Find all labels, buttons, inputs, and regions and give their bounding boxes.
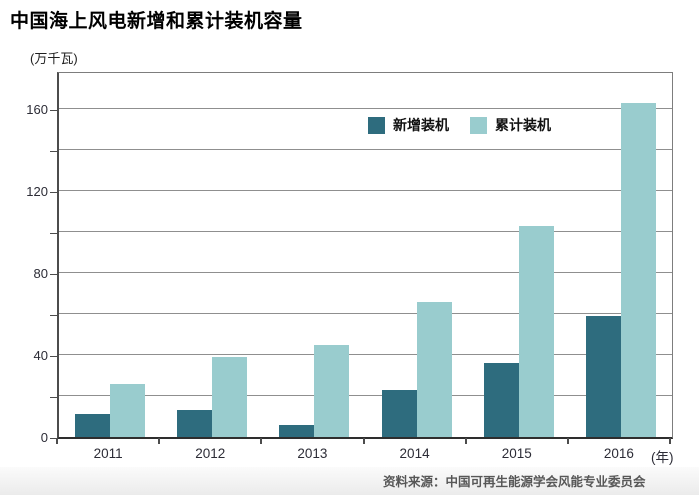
gridline-160 — [59, 108, 672, 109]
x-tick-label-2016: 2016 — [603, 446, 634, 461]
bar-new-installed-2012 — [177, 410, 213, 437]
x-tick-label-2013: 2013 — [297, 446, 328, 461]
y-tick-label-160: 160 — [26, 102, 48, 117]
gridline-140 — [59, 149, 672, 150]
legend-swatch-new-installed — [368, 116, 385, 134]
x-tick-label-2014: 2014 — [399, 446, 430, 461]
x-tick-label-2012: 2012 — [195, 446, 226, 461]
y-tick-60 — [50, 315, 57, 316]
legend-label-cumulative-installed: 累计装机 — [495, 117, 551, 133]
y-tick-120 — [50, 192, 57, 193]
y-tick-20 — [50, 397, 57, 398]
x-tick-0 — [56, 438, 58, 444]
legend-swatch-cumulative-installed — [470, 116, 487, 134]
x-tick-2 — [260, 438, 263, 444]
y-tick-0 — [50, 438, 57, 439]
y-tick-160 — [50, 110, 57, 111]
source-footer: 资料来源：中国可再生能源学会风能专业委员会 — [0, 467, 699, 495]
y-tick-80 — [50, 274, 57, 275]
legend-label-new-installed: 新增装机 — [393, 117, 449, 133]
gridline-60 — [59, 313, 672, 314]
y-axis-unit-label: (万千瓦) — [30, 51, 78, 66]
source-note: 资料来源：中国可再生能源学会风能专业委员会 — [383, 475, 646, 489]
x-tick-6 — [669, 438, 671, 444]
x-tick-1 — [158, 438, 161, 444]
gridline-80 — [59, 272, 672, 273]
bar-new-installed-2013 — [279, 424, 315, 437]
bar-cumulative-installed-2012 — [212, 357, 248, 437]
bar-new-installed-2016 — [585, 316, 621, 437]
y-tick-label-40: 40 — [33, 348, 48, 363]
bar-cumulative-installed-2013 — [314, 344, 350, 437]
bar-cumulative-installed-2015 — [518, 225, 554, 437]
bar-new-installed-2014 — [381, 389, 417, 437]
bar-cumulative-installed-2014 — [416, 301, 452, 437]
plot-area: 新增装机 累计装机 — [57, 72, 673, 439]
gridline-20 — [59, 395, 672, 396]
gridline-100 — [59, 231, 672, 232]
x-tick-5 — [566, 438, 569, 444]
chart-legend: 新增装机 累计装机 — [368, 116, 551, 134]
x-tick-label-2011: 2011 — [93, 446, 123, 461]
bar-cumulative-installed-2016 — [620, 102, 656, 437]
y-tick-100 — [50, 233, 57, 234]
x-tick-label-2015: 2015 — [501, 446, 532, 461]
x-tick-3 — [362, 438, 365, 444]
y-tick-label-0: 0 — [40, 430, 48, 445]
x-tick-4 — [464, 438, 467, 444]
gridline-120 — [59, 190, 672, 191]
chart-title: 中国海上风电新增和累计装机容量 — [10, 11, 303, 32]
x-axis-unit-label: (年) — [651, 450, 674, 465]
gridline-40 — [59, 354, 672, 355]
bar-new-installed-2011 — [75, 414, 110, 437]
y-tick-label-80: 80 — [33, 266, 48, 281]
bar-cumulative-installed-2011 — [110, 383, 145, 437]
y-tick-40 — [50, 356, 57, 357]
bar-new-installed-2015 — [483, 363, 519, 437]
y-tick-label-120: 120 — [26, 184, 48, 199]
y-tick-140 — [50, 151, 57, 152]
